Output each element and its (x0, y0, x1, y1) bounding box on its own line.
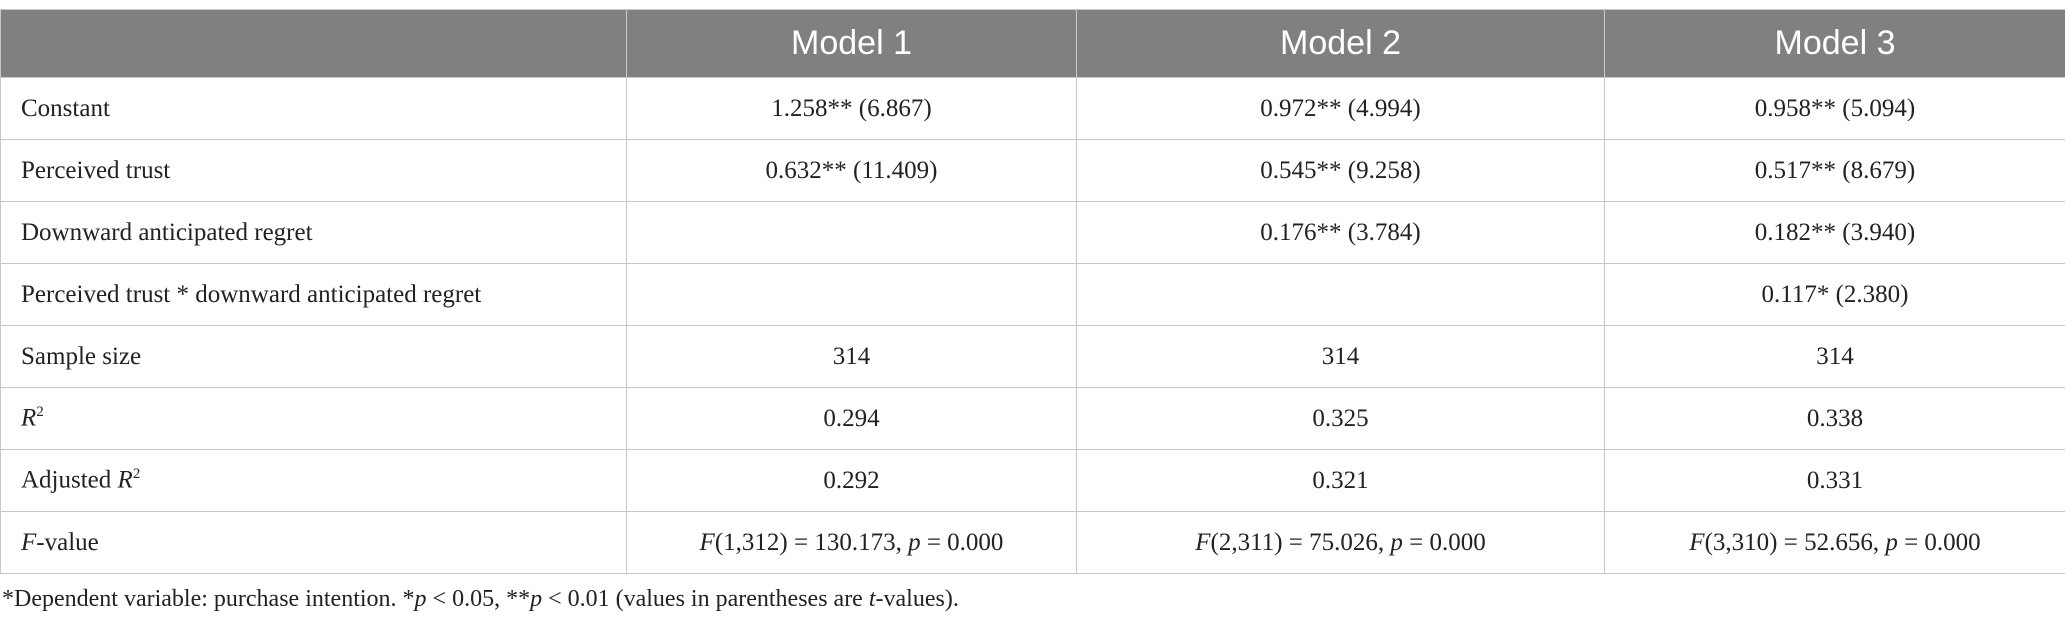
text-run: = 0.000 (1897, 528, 1981, 556)
text-run: < 0.05, ** (426, 586, 531, 612)
table-cell: 0.545** (9.258) (1076, 139, 1605, 202)
column-header: Model 3 (1604, 9, 2065, 78)
table-cell (1076, 263, 1605, 326)
text-run: Adjusted (21, 466, 118, 494)
text-run: F (1195, 528, 1211, 556)
table-cell: 314 (1604, 325, 2065, 388)
table-cell: 0.331 (1604, 449, 2065, 512)
text-run: *Dependent variable: purchase intention.… (2, 586, 415, 612)
text-run: = 0.000 (1402, 528, 1486, 556)
table-cell: 0.117* (2.380) (1604, 263, 2065, 326)
table-row: Constant 1.258** (6.867) 0.972** (4.994) 0.… (0, 77, 2065, 140)
text-run: -values). (875, 586, 959, 612)
table-row: Sample size 314 314 314 (0, 325, 2065, 388)
table-cell: 0.338 (1604, 387, 2065, 450)
table-cell: 0.958** (5.094) (1604, 77, 2065, 140)
row-label: Downward anticipated regret (0, 201, 627, 264)
table-cell (626, 263, 1077, 326)
text-run: R (21, 404, 37, 432)
text-run: p (530, 586, 543, 612)
text-run: (3,310) = 52.656, (1704, 528, 1886, 556)
table-cell: F(3,310) = 52.656, p = 0.000 (1604, 511, 2065, 574)
table-row: Perceived trust * downward anticipated r… (0, 263, 2065, 326)
table-cell: 0.632** (11.409) (626, 139, 1077, 202)
text-run: < 0.01 (values in parentheses are (542, 586, 869, 612)
text-run: p (1885, 528, 1898, 556)
table-cell: 314 (626, 325, 1077, 388)
table-cell: 1.258** (6.867) (626, 77, 1077, 140)
table-cell: 0.294 (626, 387, 1077, 450)
row-label: Sample size (0, 325, 627, 388)
row-label: Perceived trust * downward anticipated r… (0, 263, 627, 326)
row-label: Constant (0, 77, 627, 140)
row-label: R2 (0, 387, 627, 450)
column-header: Model 2 (1076, 9, 1605, 78)
table-cell: 314 (1076, 325, 1605, 388)
header-row: Model 1 Model 2 Model 3 (0, 9, 2065, 78)
text-run: p (414, 586, 427, 612)
table-cell: 0.321 (1076, 449, 1605, 512)
table-cell: 0.972** (4.994) (1076, 77, 1605, 140)
table-cell: F(2,311) = 75.026, p = 0.000 (1076, 511, 1605, 574)
table-row: Perceived trust 0.632** (11.409) 0.545** (… (0, 139, 2065, 202)
text-run: 2 (132, 466, 141, 483)
table-cell: 0.325 (1076, 387, 1605, 450)
text-run: p (908, 528, 921, 556)
text-run: 2 (36, 404, 44, 421)
table-row: F-value F(1,312) = 130.173, p = 0.000 F(2,… (0, 511, 2065, 574)
text-run: F (1689, 528, 1705, 556)
table-cell: 0.176** (3.784) (1076, 201, 1605, 264)
footnote: *Dependent variable: purchase intention.… (2, 586, 959, 613)
table-cell: 0.182** (3.940) (1604, 201, 2065, 264)
text-run: F (699, 528, 715, 556)
table-row: R2 0.294 0.325 0.338 (0, 387, 2065, 450)
text-run: = 0.000 (920, 528, 1004, 556)
table-cell: F(1,312) = 130.173, p = 0.000 (626, 511, 1077, 574)
text-run: p (1390, 528, 1403, 556)
table-cell: 0.517** (8.679) (1604, 139, 2065, 202)
regression-table: Model 1 Model 2 Model 3 Constant 1.258** (6… (0, 9, 2065, 574)
text-run: (1,312) = 130.173, (714, 528, 909, 556)
table-row: Adjusted R2 0.292 0.321 0.331 (0, 449, 2065, 512)
text-run: t (868, 586, 876, 612)
table-cell (626, 201, 1077, 264)
column-header: Model 1 (626, 9, 1077, 78)
row-label: Perceived trust (0, 139, 627, 202)
text-run: -value (36, 528, 99, 556)
text-run: F (21, 528, 37, 556)
row-label: F-value (0, 511, 627, 574)
row-label: Adjusted R2 (0, 449, 627, 512)
text-run: (2,311) = 75.026, (1210, 528, 1391, 556)
column-header (0, 9, 627, 78)
table-row: Downward anticipated regret 0.176** (3.78… (0, 201, 2065, 264)
text-run: R (117, 466, 133, 494)
table-cell: 0.292 (626, 449, 1077, 512)
table-body: Constant 1.258** (6.867) 0.972** (4.994) 0.… (0, 77, 2065, 574)
